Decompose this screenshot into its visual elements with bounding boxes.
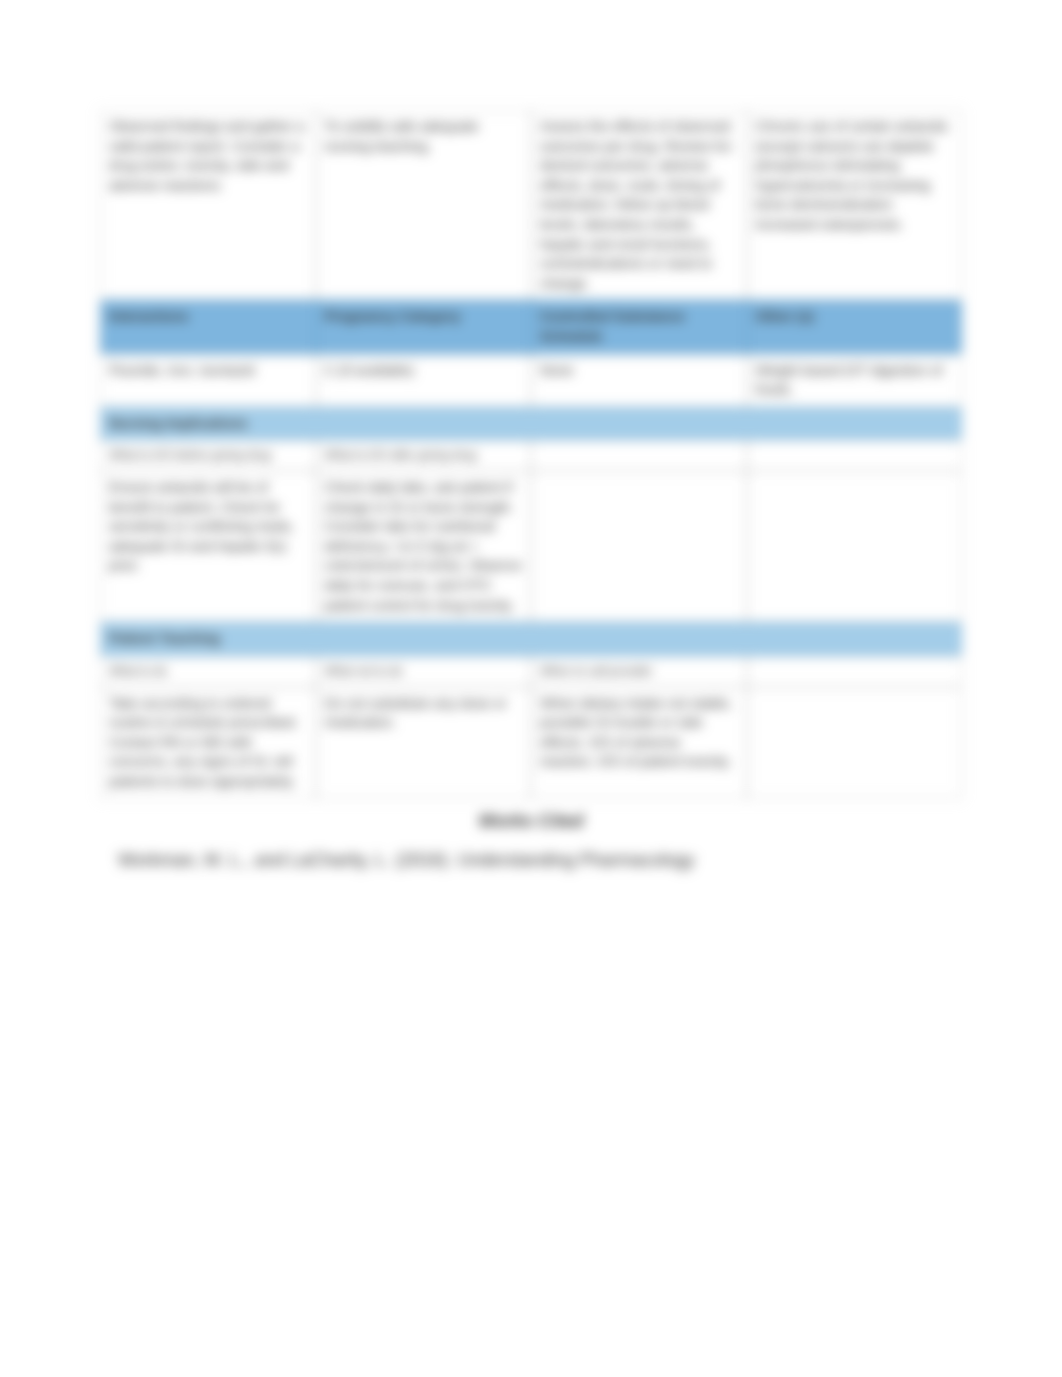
top-content-row: Observed findings and gather a valid pat… [100,110,962,300]
header-interactions: Interactions [100,300,316,353]
cell-interactions-list: Fluoride, Iron, Isoniazid [100,354,316,407]
cell-observed-findings: Observed findings and gather a valid pat… [100,110,316,300]
teaching-section-row: Patient Teaching [100,622,962,656]
nursing-subheader-row: What to DO before giving drug What to DO… [100,440,962,471]
nursing-empty-2 [747,440,963,471]
nursing-content-empty-1 [531,471,747,622]
pharmacology-table: Observed findings and gather a valid pat… [100,110,962,799]
nursing-before-content: Ensure antacids will be of benefit to pa… [100,471,316,622]
teaching-call-content: When dietary intake not stable, possible… [531,687,747,799]
nursing-section-row: Nursing Implications [100,407,962,441]
cell-chronic-use: Chronic use of certain antacids (except … [747,110,963,300]
cell-pregnancy-value: C (if available) [316,354,532,407]
cell-assess-effects: Assess the effects of observed outcomes … [531,110,747,300]
cell-teaching-rationale: To solidify safe adequate nursing teachi… [316,110,532,300]
teaching-subheader-row: What to do What not to do When to call p… [100,656,962,687]
teaching-dont-label: What not to do [316,656,532,687]
nursing-content-empty-2 [747,471,963,622]
interactions-header-row: Interactions Pregnancy Category Controll… [100,300,962,353]
nursing-after-label: What to DO after giving drug [316,440,532,471]
nursing-empty-1 [531,440,747,471]
teaching-empty-label [747,656,963,687]
teaching-content-row: Take according to ordered routine & sche… [100,687,962,799]
teaching-call-label: When to call provider [531,656,747,687]
header-controlled-substance: Controlled Substance Schedule [531,300,747,353]
teaching-do-label: What to do [100,656,316,687]
teaching-do-content: Take according to ordered routine & sche… [100,687,316,799]
nursing-after-content: Check daily labs, ask patient if change … [316,471,532,622]
header-pregnancy-category: Pregnancy Category [316,300,532,353]
nursing-section-label: Nursing Implications [100,407,962,441]
cell-other-value: Weight based D/T digestion of foods. [747,354,963,407]
teaching-dont-content: Do not substitute any dose or medication… [316,687,532,799]
citation-text: Workman, M. L., and LaCharity, L. (2016)… [100,850,962,871]
nursing-before-label: What to DO before giving drug [100,440,316,471]
works-cited-heading: Works Cited [100,811,962,832]
interactions-data-row: Fluoride, Iron, Isoniazid C (if availabl… [100,354,962,407]
cell-controlled-value: None [531,354,747,407]
teaching-empty-content [747,687,963,799]
nursing-content-row: Ensure antacids will be of benefit to pa… [100,471,962,622]
teaching-section-label: Patient Teaching [100,622,962,656]
header-other: Other (s) [747,300,963,353]
